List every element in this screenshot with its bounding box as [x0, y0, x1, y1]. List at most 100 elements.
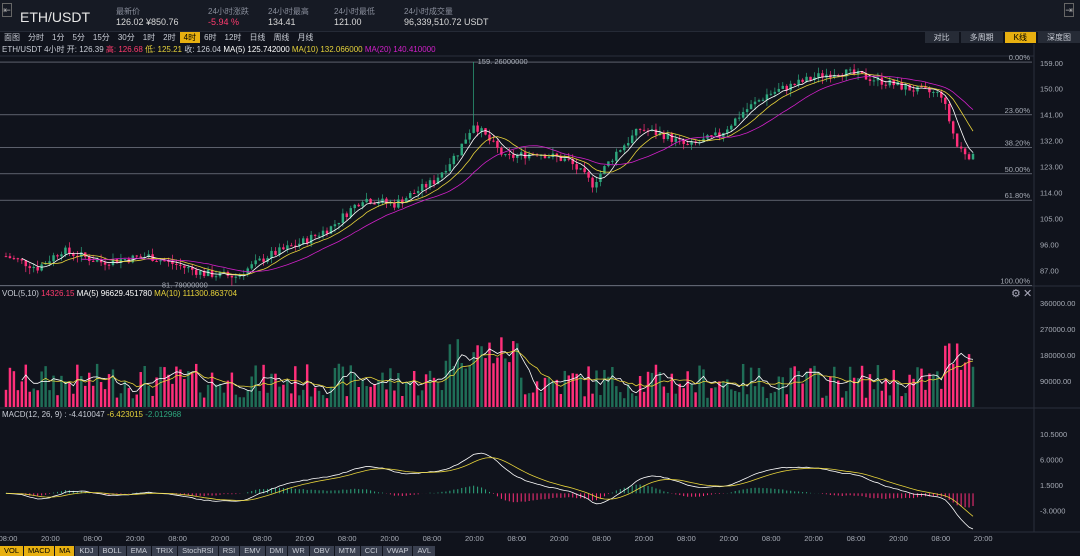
- indicator-tab-vwap[interactable]: VWAP: [382, 546, 413, 556]
- macd-bar: [877, 493, 879, 499]
- indicator-tab-ema[interactable]: EMA: [126, 546, 151, 556]
- volume-bar: [940, 388, 943, 407]
- volume-bar: [198, 392, 202, 407]
- gear-icon[interactable]: ⚙: [1011, 288, 1021, 300]
- timeframe-5[interactable]: 30分: [117, 33, 135, 42]
- indicator-tab-vol[interactable]: VOL: [0, 546, 24, 556]
- candle-body: [56, 255, 59, 257]
- timeframe-8[interactable]: 4时: [179, 32, 201, 43]
- macd-bar: [72, 490, 74, 494]
- indicator-tab-boll[interactable]: BOLL: [98, 546, 126, 556]
- volume-bar: [242, 397, 246, 407]
- indicator-tab-cci[interactable]: CCI: [360, 546, 382, 556]
- indicator-tab-avl[interactable]: AVL: [413, 546, 436, 556]
- volume-bar: [254, 365, 257, 407]
- volume-bar: [385, 389, 388, 407]
- indicator-tab-mtm[interactable]: MTM: [334, 546, 360, 556]
- expand-icon[interactable]: ⇥: [1064, 3, 1074, 17]
- indicator-tab-ma[interactable]: MA: [55, 546, 75, 556]
- candle-body: [282, 247, 285, 250]
- indicator-tab-obv[interactable]: OBV: [309, 546, 334, 556]
- stat-high: 24小时最高 134.41: [268, 7, 309, 27]
- indicator-tab-kdj[interactable]: KDJ: [75, 546, 98, 556]
- candle-body: [440, 172, 444, 178]
- view-button-2[interactable]: K线: [1004, 32, 1036, 43]
- view-button-3[interactable]: 深度图: [1038, 32, 1080, 43]
- legend-ma5: MA(5) 125.742000: [223, 45, 290, 54]
- macd-bar: [956, 493, 958, 506]
- candle-body: [591, 177, 594, 188]
- timeframe-2[interactable]: 1分: [52, 33, 65, 42]
- price-tick-7: 96.00: [1040, 241, 1059, 250]
- volume-bar: [377, 380, 380, 407]
- timeframe-12[interactable]: 周线: [273, 33, 290, 42]
- timeframe-4[interactable]: 15分: [92, 33, 110, 42]
- macd-bar: [120, 493, 122, 494]
- indicator-tab-stochrsi[interactable]: StochRSI: [178, 546, 218, 556]
- symbol-title: ETH/USDT: [20, 9, 90, 25]
- timeframe-9[interactable]: 6时: [204, 33, 217, 42]
- collapse-icon[interactable]: ⇤: [2, 3, 12, 17]
- timeframe-13[interactable]: 月线: [297, 33, 314, 42]
- timeframe-0[interactable]: 面图: [4, 33, 20, 42]
- macd-bar: [53, 492, 55, 494]
- candle-body: [405, 198, 408, 204]
- volume-bar: [512, 341, 515, 407]
- candle-body: [860, 71, 864, 74]
- volume-bar: [714, 387, 717, 407]
- indicator-tab-emv[interactable]: EMV: [240, 546, 265, 556]
- indicator-tab-macd[interactable]: MACD: [24, 546, 55, 556]
- timeframe-11[interactable]: 日线: [249, 33, 266, 42]
- macd-hist: -2.012968: [145, 410, 182, 419]
- price-tick-2: 141.00: [1040, 111, 1063, 120]
- candle-body: [28, 266, 31, 269]
- timeframe-10[interactable]: 12时: [224, 33, 242, 42]
- volume-bar: [959, 369, 963, 407]
- volume-bar: [944, 345, 947, 407]
- volume-bar: [603, 369, 606, 407]
- macd-bar: [584, 493, 586, 499]
- volume-bar: [805, 372, 808, 407]
- indicator-tab-dmi[interactable]: DMI: [265, 546, 288, 556]
- volume-bar: [504, 358, 507, 407]
- view-button-0[interactable]: 对比: [924, 32, 959, 43]
- candle-body: [373, 203, 376, 205]
- timeframe-1[interactable]: 分时: [28, 33, 44, 42]
- indicator-tab-wr[interactable]: WR: [288, 546, 309, 556]
- candle-body: [452, 155, 456, 165]
- volume-bar: [305, 364, 309, 407]
- volume-bar: [206, 384, 210, 407]
- volume-bar: [535, 381, 539, 407]
- ma10-line: [41, 73, 974, 276]
- candle-body: [801, 79, 804, 82]
- volume-bar: [638, 376, 642, 407]
- volume-bar: [365, 386, 368, 407]
- timeframe-3[interactable]: 5分: [72, 33, 85, 42]
- view-button-1[interactable]: 多周期: [960, 32, 1003, 43]
- candle-body: [12, 258, 16, 260]
- time-tick-16: 08:00: [677, 534, 696, 543]
- close-icon[interactable]: ✕: [1023, 288, 1033, 300]
- candle-body: [64, 247, 67, 255]
- indicator-tab-trix[interactable]: TRIX: [151, 546, 178, 556]
- vol-tick-3: 90000.00: [1040, 377, 1071, 386]
- volume-bar: [892, 370, 895, 407]
- macd-bar: [615, 490, 617, 494]
- candle-body: [805, 76, 808, 82]
- candle-body: [932, 91, 935, 93]
- candle-body: [872, 80, 876, 82]
- macd-bar: [651, 486, 653, 494]
- candle-body: [412, 193, 416, 195]
- candle-body: [393, 202, 396, 208]
- timeframe-6[interactable]: 1时: [142, 33, 156, 42]
- macd-bar: [401, 493, 403, 496]
- indicator-tab-rsi[interactable]: RSI: [218, 546, 240, 556]
- candle-body: [377, 202, 380, 204]
- volume-bar: [817, 371, 820, 407]
- candle-body: [813, 77, 816, 80]
- candle-body: [103, 262, 107, 265]
- macd-bar: [397, 493, 399, 496]
- volume-bar: [72, 393, 75, 407]
- timeframe-7[interactable]: 2时: [163, 33, 176, 42]
